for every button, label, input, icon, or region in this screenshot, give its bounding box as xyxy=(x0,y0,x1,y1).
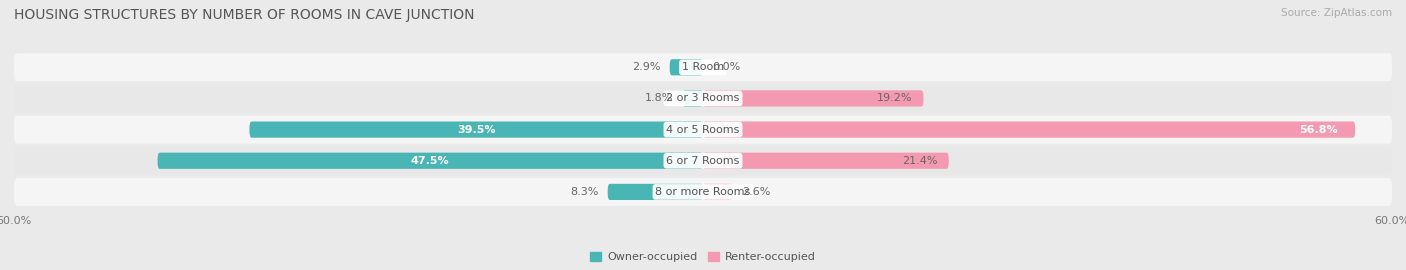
FancyBboxPatch shape xyxy=(703,90,924,107)
Text: Source: ZipAtlas.com: Source: ZipAtlas.com xyxy=(1281,8,1392,18)
Text: 56.8%: 56.8% xyxy=(1299,124,1339,135)
Text: 1 Room: 1 Room xyxy=(682,62,724,72)
FancyBboxPatch shape xyxy=(14,116,1392,144)
Text: 2.6%: 2.6% xyxy=(742,187,770,197)
Text: 19.2%: 19.2% xyxy=(876,93,912,103)
FancyBboxPatch shape xyxy=(14,85,1392,113)
Legend: Owner-occupied, Renter-occupied: Owner-occupied, Renter-occupied xyxy=(586,247,820,266)
FancyBboxPatch shape xyxy=(249,122,703,138)
Text: 2 or 3 Rooms: 2 or 3 Rooms xyxy=(666,93,740,103)
FancyBboxPatch shape xyxy=(14,147,1392,175)
Text: 6 or 7 Rooms: 6 or 7 Rooms xyxy=(666,156,740,166)
FancyBboxPatch shape xyxy=(14,178,1392,206)
Text: 8.3%: 8.3% xyxy=(571,187,599,197)
Text: 8 or more Rooms: 8 or more Rooms xyxy=(655,187,751,197)
Text: 0.0%: 0.0% xyxy=(713,62,741,72)
FancyBboxPatch shape xyxy=(703,184,733,200)
Text: 21.4%: 21.4% xyxy=(901,156,938,166)
Text: 2.9%: 2.9% xyxy=(633,62,661,72)
Text: 4 or 5 Rooms: 4 or 5 Rooms xyxy=(666,124,740,135)
FancyBboxPatch shape xyxy=(669,59,703,75)
FancyBboxPatch shape xyxy=(703,122,1355,138)
FancyBboxPatch shape xyxy=(682,90,703,107)
FancyBboxPatch shape xyxy=(607,184,703,200)
FancyBboxPatch shape xyxy=(157,153,703,169)
Text: 47.5%: 47.5% xyxy=(411,156,450,166)
Text: 1.8%: 1.8% xyxy=(645,93,673,103)
FancyBboxPatch shape xyxy=(703,153,949,169)
Text: HOUSING STRUCTURES BY NUMBER OF ROOMS IN CAVE JUNCTION: HOUSING STRUCTURES BY NUMBER OF ROOMS IN… xyxy=(14,8,475,22)
FancyBboxPatch shape xyxy=(14,53,1392,81)
Text: 39.5%: 39.5% xyxy=(457,124,495,135)
